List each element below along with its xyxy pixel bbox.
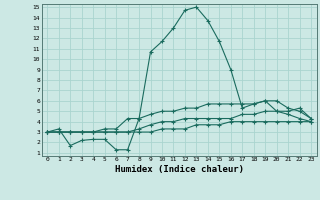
X-axis label: Humidex (Indice chaleur): Humidex (Indice chaleur) [115, 165, 244, 174]
